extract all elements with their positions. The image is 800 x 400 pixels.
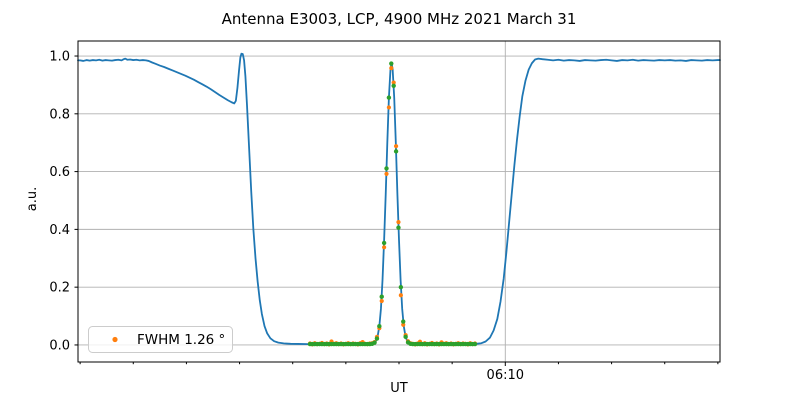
y-tick-label: 0.8 — [49, 107, 70, 122]
scan-samples-point — [396, 220, 401, 225]
scan-samples-point — [386, 105, 391, 110]
scan-samples-point — [379, 298, 384, 304]
y-axis-label: a.u. — [25, 187, 40, 211]
scan-samples-point — [382, 245, 387, 250]
y-tick-label: 0.6 — [49, 165, 70, 180]
scan-samples-point — [389, 66, 394, 71]
gaussian-fit-samples-point — [396, 225, 401, 230]
gaussian-fit-samples-point — [381, 240, 387, 246]
y-tick-label: 1.0 — [49, 50, 70, 65]
gaussian-fit-samples — [307, 61, 478, 347]
scan-samples-point — [391, 80, 396, 85]
legend-label: FWHM 1.26 ° — [137, 332, 225, 348]
grid-layer — [78, 41, 720, 362]
gaussian-fit-samples-point — [389, 61, 394, 66]
gaussian-fit-samples-point — [403, 334, 408, 340]
y-tick-label: 0.4 — [49, 223, 70, 238]
y-tick-label: 0.0 — [49, 338, 70, 353]
gaussian-fit-samples-point — [472, 341, 478, 347]
x-axis-label: UT — [390, 381, 408, 396]
gaussian-fit-samples-point — [377, 323, 382, 329]
legend-box — [88, 326, 233, 353]
gaussian-fit-samples-point — [401, 319, 406, 324]
gaussian-fit-samples-point — [384, 166, 389, 171]
scan-samples-point — [393, 144, 399, 149]
legend: FWHM 1.26 ° — [88, 326, 233, 353]
drift-scan-curve — [77, 52, 721, 345]
tick-labels: 0.0 0.2 0.4 0.6 0.8 1.0 06:10 — [49, 50, 524, 383]
scan-samples — [307, 66, 478, 347]
y-tick-label: 0.2 — [49, 281, 70, 296]
legend-marker-icon — [112, 336, 118, 343]
gaussian-fit-samples-point — [374, 336, 380, 341]
scan-samples-point — [401, 322, 406, 327]
axis-ticks — [74, 55, 719, 366]
chart-title: Antenna E3003, LCP, 4900 MHz 2021 March … — [222, 10, 577, 28]
x-tick-label: 06:10 — [487, 368, 524, 383]
plot-border — [77, 40, 721, 363]
scan-samples-point — [384, 171, 389, 177]
gaussian-fit-samples-point — [372, 340, 377, 345]
gaussian-fit-samples-point — [386, 95, 392, 100]
gaussian-fit-samples-point — [379, 294, 384, 299]
scan-samples-point — [398, 293, 403, 298]
gaussian-fit-samples-point — [391, 83, 396, 88]
gaussian-fit-samples-point — [393, 149, 399, 154]
series-layer — [77, 52, 721, 347]
gaussian-fit-samples-point — [398, 284, 404, 290]
